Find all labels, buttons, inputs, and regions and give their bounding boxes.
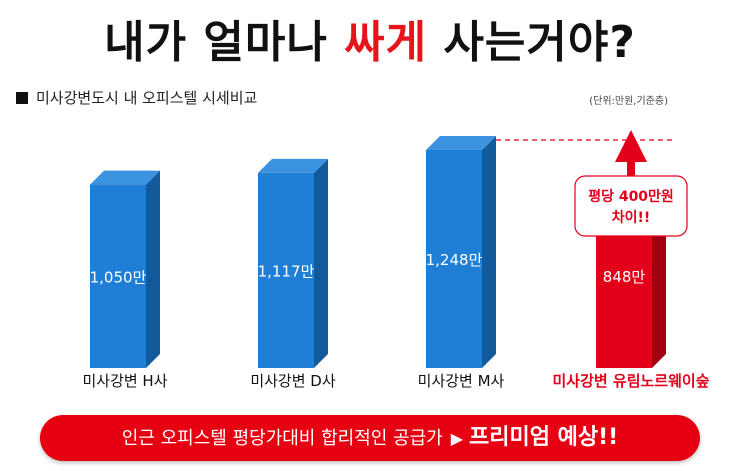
- banner-text: 인근 오피스텔 평당가대비 합리적인 공급가: [121, 428, 443, 449]
- bar-top-2: [426, 136, 496, 150]
- bar-value-label-3: 848만: [603, 268, 646, 286]
- bar-side-0: [146, 170, 160, 368]
- bar-top-0: [90, 170, 160, 185]
- category-label-3: 미사강변 유림노르웨이숲: [552, 372, 709, 390]
- bar-1: [258, 172, 314, 368]
- category-label-2: 미사강변 M사: [418, 372, 505, 390]
- headline-part2: 사는거야?: [427, 17, 636, 68]
- headline-part1: 내가 얼마나: [104, 17, 345, 68]
- bar-side-2: [482, 136, 496, 368]
- bar-side-3: [652, 205, 666, 368]
- play-arrow-icon: ▶: [450, 429, 464, 448]
- bar-value-label-0: 1,050만: [90, 268, 147, 286]
- difference-annotation-box: [574, 175, 688, 237]
- annotation-line2: 차이!!: [612, 209, 651, 226]
- bar-3: [596, 219, 652, 368]
- banner-emphasis: 프리미엄 예상!!: [469, 425, 619, 450]
- bar-2: [426, 150, 482, 368]
- square-bullet-icon: [16, 92, 28, 104]
- bar-value-label-2: 1,248만: [426, 251, 483, 269]
- bar-side-1: [314, 158, 328, 368]
- category-label-0: 미사강변 H사: [82, 372, 167, 390]
- bar-value-label-1: 1,117만: [258, 262, 315, 280]
- chart-title-text: 미사강변도시 내 오피스텔 시세비교: [36, 89, 258, 107]
- headline-highlight: 싸게: [344, 17, 428, 68]
- unit-note: (단위:만원,기준층): [589, 96, 668, 107]
- category-label-1: 미사강변 D사: [250, 372, 336, 390]
- promo-banner: 인근 오피스텔 평당가대비 합리적인 공급가 ▶ 프리미엄 예상!!: [40, 415, 700, 461]
- chart-title: 미사강변도시 내 오피스텔 시세비교: [16, 87, 257, 108]
- bar-top-1: [258, 158, 328, 173]
- annotation-line1: 평당 400만원: [588, 188, 674, 205]
- bar-0: [90, 184, 146, 368]
- headline: 내가 얼마나 싸게 사는거야?: [0, 6, 740, 70]
